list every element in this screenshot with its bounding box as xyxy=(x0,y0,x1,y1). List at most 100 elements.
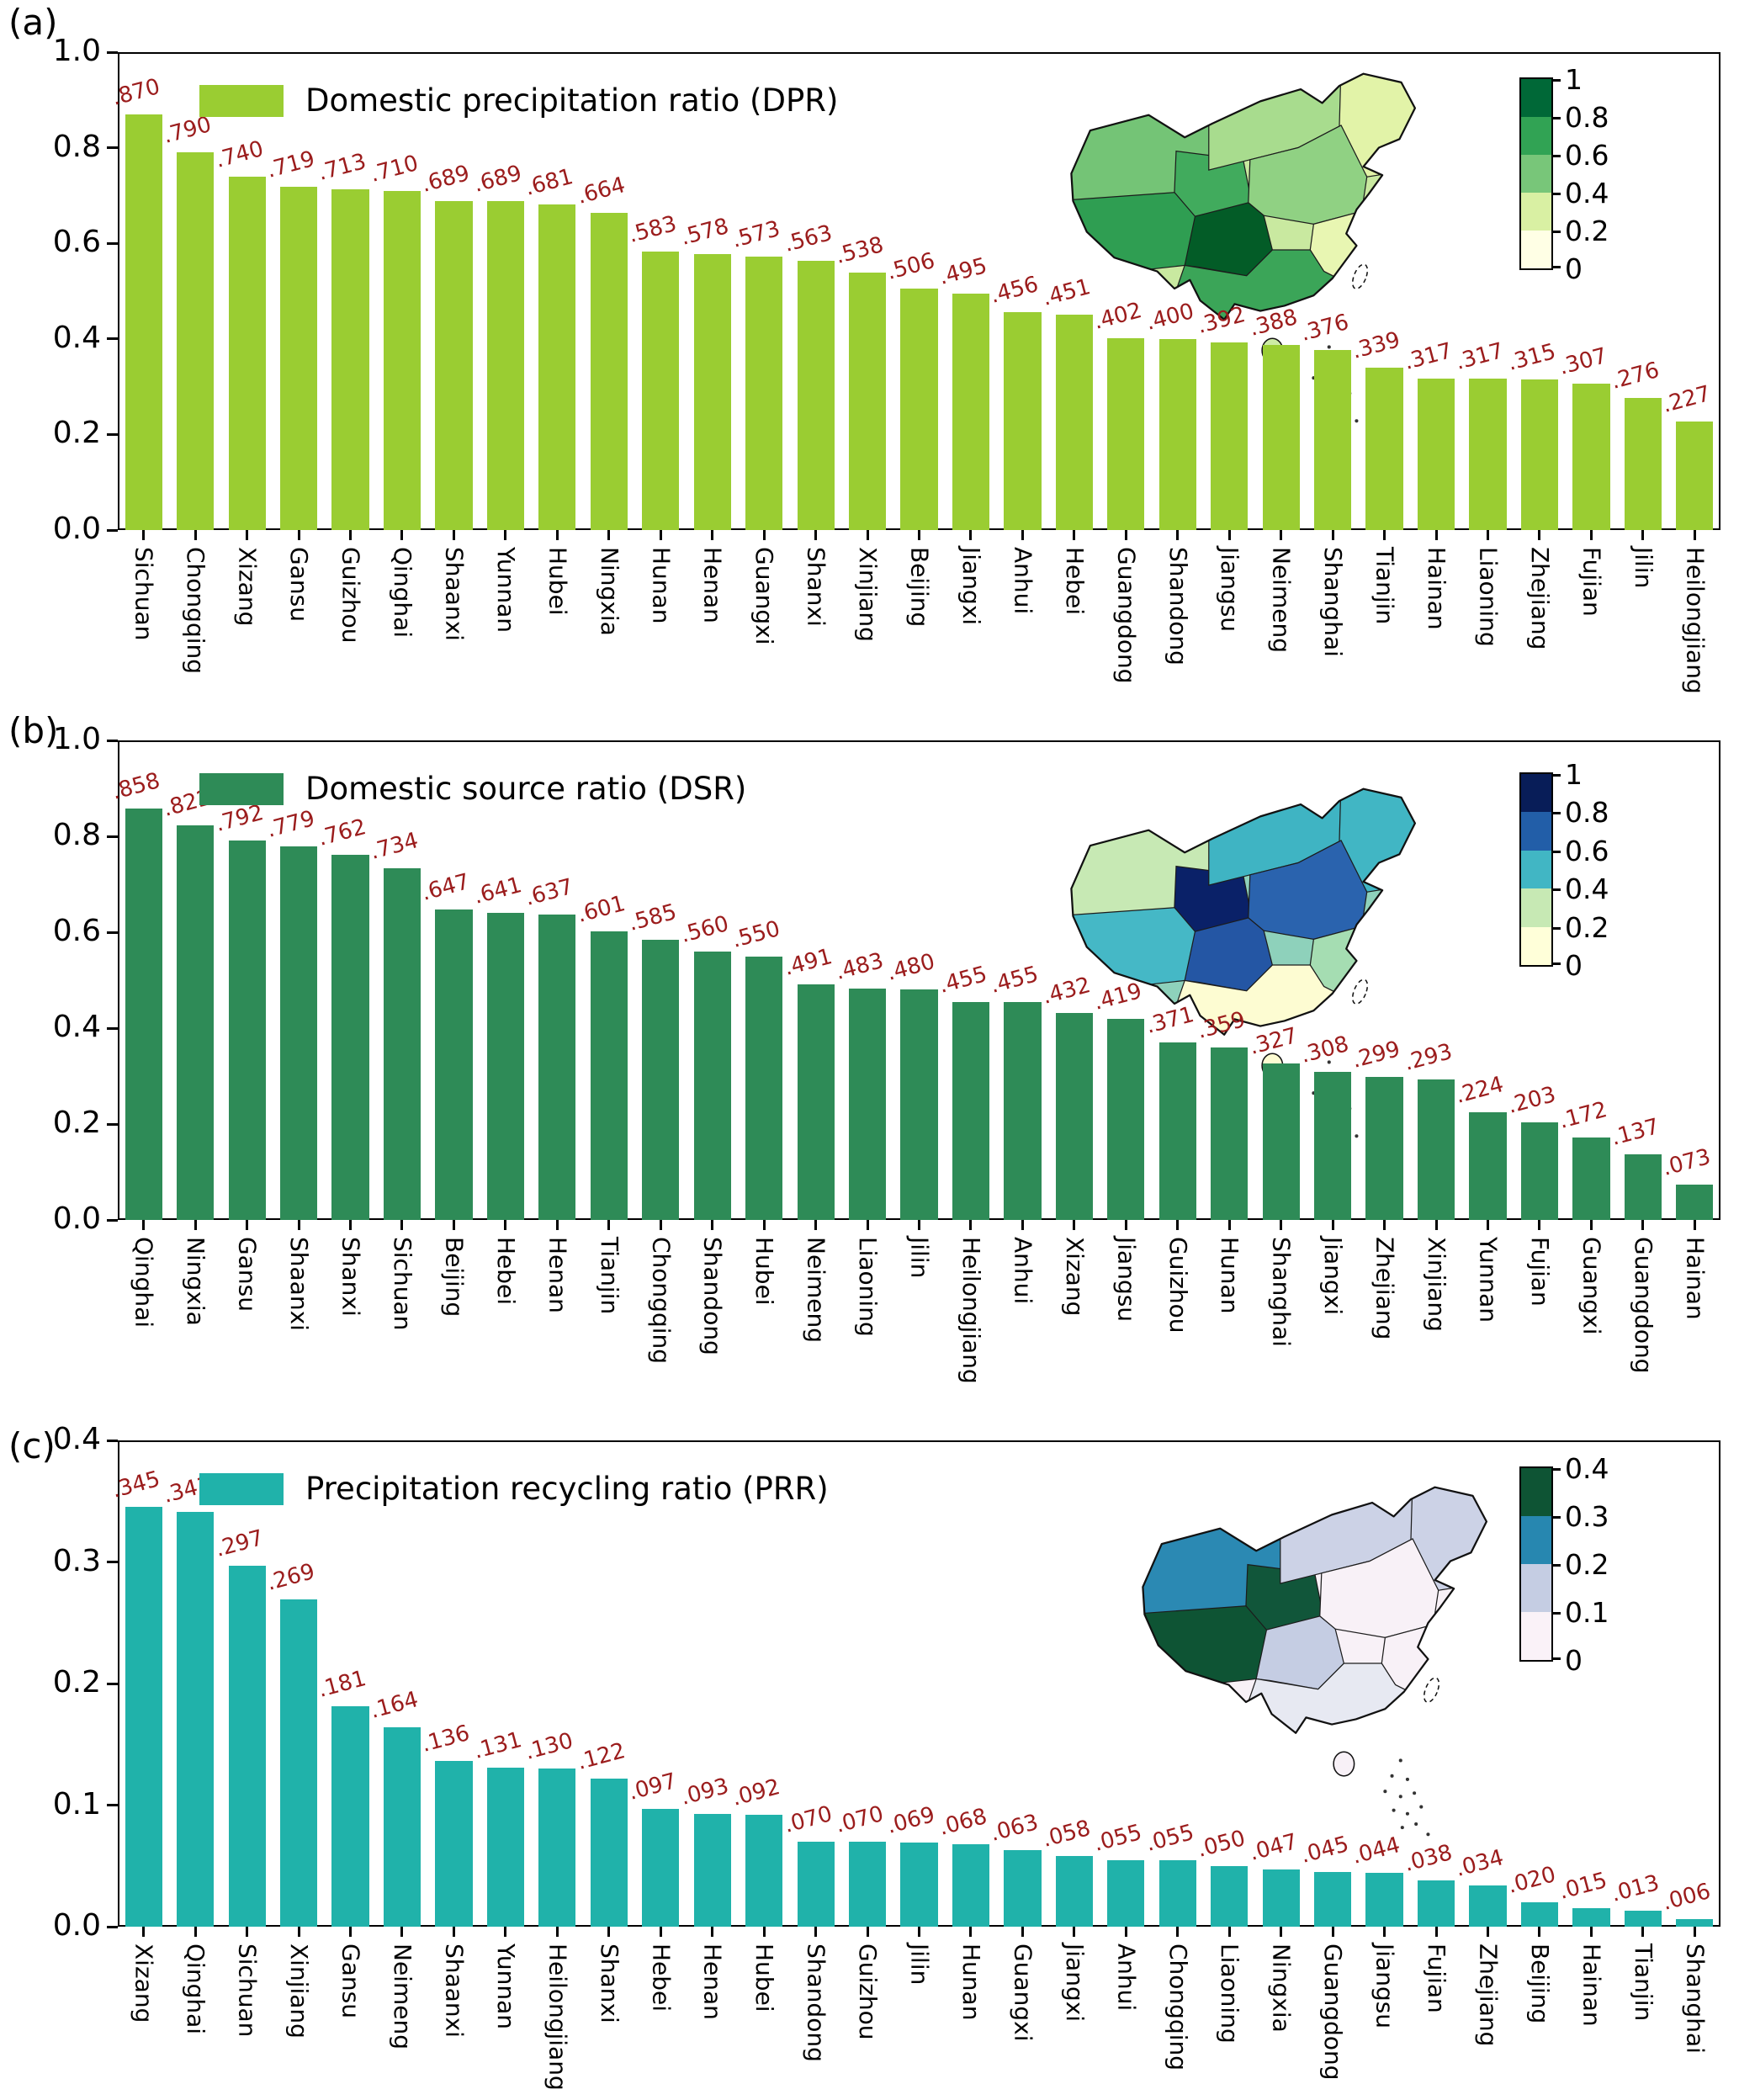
x-tick-label: Guangxi xyxy=(750,547,779,645)
x-tick-cell: Shaanxi xyxy=(273,1220,324,1384)
x-tick-cell: Shanghai xyxy=(1669,1927,1720,2091)
bar-slot: .432 xyxy=(1040,740,1100,1220)
bar-value-label: .070 xyxy=(781,1800,835,1838)
x-tick-cell: Sichuan xyxy=(118,530,169,694)
x-tick-mark xyxy=(1073,1220,1076,1230)
bar-slot: .719 xyxy=(264,52,324,530)
colorbar xyxy=(1519,1466,1561,1662)
x-tick-label: Gansu xyxy=(285,547,314,622)
bar-value-label: .560 xyxy=(677,910,732,948)
x-tick-label: Liaoning xyxy=(1474,547,1503,647)
bar-slot: .779 xyxy=(264,740,324,1220)
colorbar-tick-mark xyxy=(1551,1564,1561,1567)
bar-slot: .647 xyxy=(419,740,480,1220)
colorbar-segment xyxy=(1521,1612,1551,1660)
bar: .299 xyxy=(1349,1037,1403,1220)
bar-value-label: .093 xyxy=(677,1773,732,1811)
bar-slot: .550 xyxy=(729,740,789,1220)
x-tick-label: Fujian xyxy=(1423,1944,1451,2013)
colorbar-tick-label: 0.4 xyxy=(1565,872,1609,906)
x-tick-mark xyxy=(1073,530,1076,540)
y-tick-mark xyxy=(107,1122,118,1126)
y-tick-label: 1.0 xyxy=(52,722,101,756)
bar: .058 xyxy=(1040,1816,1093,1927)
x-tick-label: Ningxia xyxy=(182,1237,210,1326)
bar-slot: .371 xyxy=(1143,740,1203,1220)
bar-slot: .762 xyxy=(315,740,376,1220)
x-tick-label: Anhui xyxy=(1009,547,1037,615)
x-tick-label: Hainan xyxy=(1681,1237,1710,1320)
bar-slot: .172 xyxy=(1556,740,1617,1220)
bar-slot: .573 xyxy=(729,52,789,530)
x-tick-mark xyxy=(1227,530,1231,540)
x-tick-mark xyxy=(142,530,146,540)
x-tick-label: Xinjiang xyxy=(854,547,883,642)
x-tick-mark xyxy=(1641,1927,1645,1937)
x-tick-cell: Hebei xyxy=(635,1927,687,2091)
bar-value-label: .058 xyxy=(1039,1816,1094,1853)
bar-slot: .339 xyxy=(1349,52,1410,530)
x-tick-label: Hunan xyxy=(1216,1237,1244,1314)
bar-slot: .269 xyxy=(264,1440,324,1927)
bar-slot: .050 xyxy=(1195,1440,1255,1927)
bar-value-label: .203 xyxy=(1504,1082,1559,1120)
x-tick-mark xyxy=(1331,1927,1334,1937)
bar-value-label: .734 xyxy=(367,827,421,865)
colorbar-segment xyxy=(1521,850,1551,889)
legend-b: Domestic source ratio (DSR) xyxy=(199,771,746,807)
bars-container: .858.822.792.779.762.734 .647.641.637.601… xyxy=(109,740,1720,1220)
x-tick-mark xyxy=(452,1220,455,1230)
x-tick-label: Guangdong xyxy=(1319,1944,1348,2081)
x-tick-mark xyxy=(194,530,197,540)
x-tick-mark xyxy=(452,1927,455,1937)
x-tick-mark xyxy=(1383,530,1386,540)
x-tick-mark xyxy=(814,1927,818,1937)
bar: .015 xyxy=(1556,1868,1610,1927)
panel-b: (b) Domestic source ratio (DSR) 1.0 0.8 0.… xyxy=(0,708,1739,1424)
bar-value-label: .137 xyxy=(1608,1113,1662,1151)
colorbar-tick-mark xyxy=(1551,812,1561,815)
colorbar-segment xyxy=(1521,774,1551,813)
bar: .203 xyxy=(1505,1082,1558,1220)
x-tick-label: Shanghai xyxy=(1319,547,1348,657)
x-tick-mark xyxy=(349,1220,353,1230)
bar-value-label: .038 xyxy=(1401,1840,1455,1878)
bar: .297 xyxy=(212,1525,266,1927)
bar: .601 xyxy=(574,891,628,1220)
bar-value-label: .034 xyxy=(1453,1844,1507,1882)
bar-value-label: .269 xyxy=(263,1559,318,1597)
bar: .371 xyxy=(1143,1002,1196,1220)
x-tick-cell: Tianjin xyxy=(583,1220,634,1384)
bar: .870 xyxy=(109,74,162,530)
x-tick-label: Jilin xyxy=(905,1944,934,1986)
bar-value-label: .293 xyxy=(1401,1038,1455,1076)
bar-slot: .455 xyxy=(988,740,1048,1220)
bar-slot: .822 xyxy=(161,740,220,1220)
legend-a: Domestic precipitation ratio (DPR) xyxy=(199,82,838,119)
x-tick-cell: Jiangxi xyxy=(1048,1927,1100,2091)
x-tick-cell: Shandong xyxy=(1152,530,1203,694)
x-tick-mark xyxy=(504,530,507,540)
y-tick-mark xyxy=(107,1218,118,1222)
x-tick-mark xyxy=(711,1220,714,1230)
bar-value-label: .491 xyxy=(781,944,835,982)
bar-slot: .858 xyxy=(109,740,169,1220)
x-tick-mark xyxy=(555,530,559,540)
x-tick-label: Xinjiang xyxy=(1423,1237,1451,1332)
bar: .097 xyxy=(626,1769,680,1927)
x-tick-label: Qinghai xyxy=(388,547,416,639)
x-tick-cell: Chongqing xyxy=(169,530,220,694)
bar-value-label: .097 xyxy=(625,1768,680,1806)
bar-slot: .317 xyxy=(1402,52,1461,530)
bar-slot: .164 xyxy=(368,1440,427,1927)
bar-value-label: .456 xyxy=(988,271,1042,309)
x-tick-cell: Xinjiang xyxy=(841,530,893,694)
x-tick-label: Beijing xyxy=(905,547,934,628)
bar: .307 xyxy=(1556,343,1610,530)
bar-value-label: .055 xyxy=(1090,1819,1145,1857)
x-tick-cell: Tianjin xyxy=(1359,530,1410,694)
y-tick-label: 0.4 xyxy=(52,320,101,355)
bar-value-label: .455 xyxy=(988,961,1042,999)
x-tick-mark xyxy=(1693,1927,1696,1937)
